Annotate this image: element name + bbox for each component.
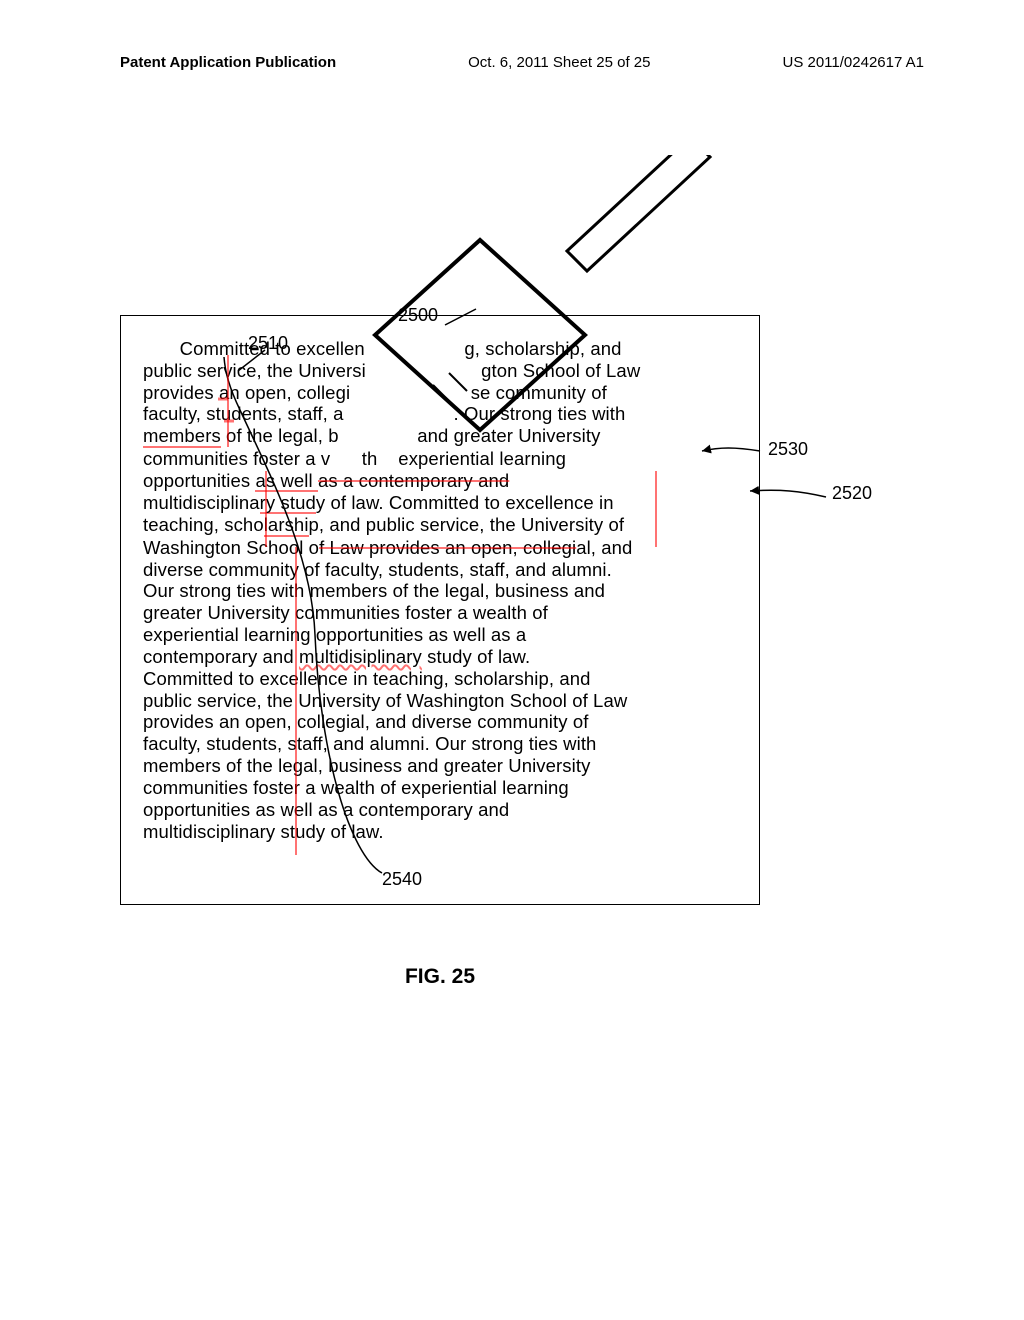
text: n [564,492,574,513]
text: , and public service, the Unive [319,514,569,535]
text: o [278,537,288,558]
text: greater Universit [143,602,280,623]
text: , collegial, and diverse community of [287,711,589,732]
text: cellence in teaching, scholarship, and [279,668,590,689]
document-box: Committed to excellen g, scholarship, an… [120,315,760,905]
text-strike: f Law provides an open, collegi [319,537,576,558]
figure-25: Committed to excellen g, scholarship, an… [120,175,886,995]
gap [366,360,481,381]
text: o [253,514,263,535]
text: staff, and alumni. Our strong ties with [288,733,597,754]
page-header: Patent Application Publication Oct. 6, 2… [0,54,1024,71]
text: y communities foster a wealth of [280,602,547,623]
text: tudy of law. [290,821,384,842]
text: dents, staff, a [231,403,343,424]
ref-2500: 2500 [398,305,438,326]
text-underlined: members [143,426,221,447]
text: a [576,537,586,558]
text: mitted to excellen [219,338,365,359]
text: Washington Sch [143,537,278,558]
text: of the legal, b [221,425,339,446]
text: provides an open [143,711,287,732]
text: r a wealth of experiential learning [294,777,569,798]
text-underlined: larshi [264,515,309,536]
text: public service, th [143,690,283,711]
text-wavy: multidisiplinary [299,646,422,667]
text: vice, the Universi [223,360,366,381]
text-strike: as a contemporary and [318,470,509,491]
text: a [249,492,259,513]
text-underlined: ry stud [260,493,316,514]
header-right: US 2011/0242617 A1 [782,54,924,71]
text: faculty, st [143,403,221,424]
text: ing opportunities as well as a [286,624,527,645]
text: contemporary an [143,646,283,667]
text: opportunities as w [143,799,294,820]
text: experiential learn [143,624,286,645]
text: multidisciplinary s [143,821,290,842]
figure-caption: FIG. 25 [120,965,760,989]
text: gton School of Law [481,360,640,381]
text: u [221,403,231,424]
ref-2510: 2510 [248,333,288,354]
ref-2520: 2520 [832,483,872,504]
text: sity of [575,514,624,535]
text: n open, collegi [229,382,350,403]
gap [344,403,454,424]
text: ith members of the legal, business and [285,580,606,601]
text: Committed to ex [143,668,279,689]
text: e University of Washington School of Law [283,690,628,711]
text: Com [143,338,219,359]
ref-2540: 2540 [382,869,422,890]
text: faculty, students, [143,733,288,754]
text: d [283,646,299,667]
text: communities foster a v [143,448,330,469]
gap [339,425,418,446]
text: opportunities [143,470,255,491]
text: ce in [574,492,614,513]
text: l, and [587,537,633,558]
gap [350,382,471,403]
text: gal, business and greater University [293,755,591,776]
text: members of the le [143,755,293,776]
gap [365,338,465,359]
text: multidisciplin [143,492,249,513]
text: ty of faculty, students, staff, and alum… [284,559,612,580]
text: ol o [289,537,319,558]
ref-2530: 2530 [768,439,808,460]
text: and greater University [417,425,600,446]
text: y of law. Committed to excelle [316,492,564,513]
text: ell as a contemporary and [294,799,509,820]
text: g, scholarship, and [464,338,621,359]
gap: th [330,448,393,469]
text-underlined: as well [255,471,318,492]
text: communities foste [143,777,294,798]
text: diverse communi [143,559,284,580]
text: . Our strong ties with [454,403,626,424]
text: p [309,514,319,535]
header-center: Oct. 6, 2011 Sheet 25 of 25 [468,54,650,71]
text: public ser [143,360,223,381]
header-left: Patent Application Publication [120,54,336,71]
text: provides [143,382,219,403]
text: se community of [471,382,607,403]
text: Our strong ties w [143,580,285,601]
text: study of law. [422,646,530,667]
text: teaching, sch [143,514,253,535]
text: experiential learning [393,448,566,469]
text: a [219,382,229,403]
